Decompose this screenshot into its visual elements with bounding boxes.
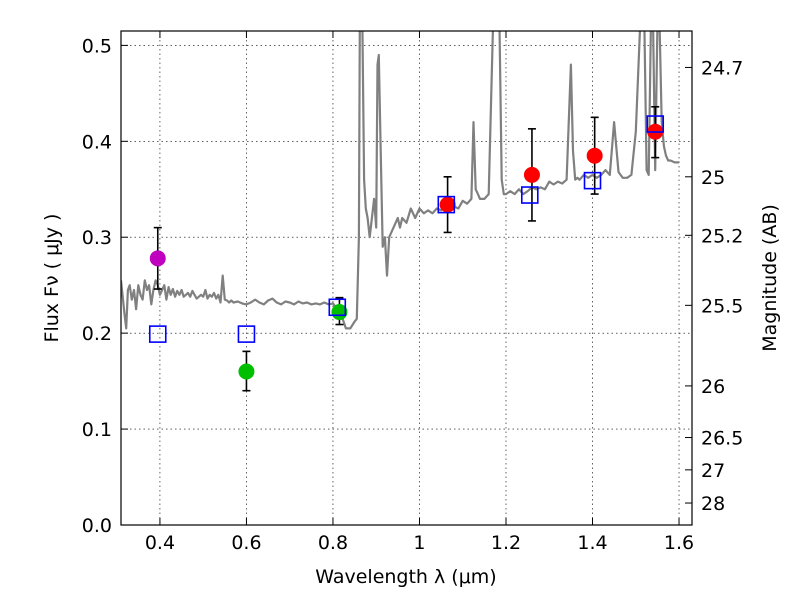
right-tick-label: 25.2 [701, 225, 743, 247]
observed-point [523, 166, 540, 183]
right-tick-label: 24.7 [701, 57, 743, 79]
observed-point [149, 250, 166, 267]
y-tick-label: 0.2 [82, 323, 112, 345]
model-spectrum-line [121, 31, 679, 330]
plot-background [121, 31, 692, 525]
x-axis-ticks: 0.4 0.6 0.8 1 1.2 1.4 1.6 [145, 31, 694, 554]
x-tick-label: 0.6 [231, 532, 261, 554]
right-tick-label: 25 [701, 167, 725, 189]
x-tick-label: 0.4 [145, 532, 175, 554]
y-tick-label: 0.4 [82, 131, 112, 153]
right-tick-label: 26 [701, 376, 725, 398]
plot-frame [120, 30, 693, 526]
right-axis-label: Magnitude (AB) [759, 204, 781, 352]
model-point [237, 325, 256, 343]
right-axis-ticks: 24.7 25 25.2 25.5 26 26.5 27 28 [685, 57, 743, 515]
x-tick-label: 1.6 [664, 532, 694, 554]
model-point [520, 186, 539, 204]
y-tick-label: 0.0 [82, 515, 112, 537]
right-tick-label: 27 [701, 460, 725, 482]
observed-point [586, 147, 603, 164]
y-axis-ticks: 0.0 0.1 0.2 0.3 0.4 0.5 [82, 35, 128, 537]
model-points [148, 115, 665, 343]
x-tick-label: 1.4 [577, 532, 607, 554]
model-point [437, 195, 456, 214]
observed-point [439, 196, 456, 213]
x-tick-label: 0.8 [318, 532, 348, 554]
model-point [148, 325, 167, 343]
x-tick-label: 1 [413, 532, 425, 554]
observed-point [238, 363, 255, 380]
model-point [328, 298, 347, 317]
right-tick-label: 28 [701, 493, 725, 515]
y-axis-label: Flux Fν ( μJy ) [41, 214, 63, 343]
y-tick-label: 0.1 [82, 419, 112, 441]
y-tick-label: 0.3 [82, 227, 112, 249]
model-point [583, 171, 602, 190]
x-axis-label: Wavelength λ (μm) [315, 566, 496, 588]
right-tick-label: 25.5 [701, 295, 743, 317]
model-point [646, 115, 665, 133]
error-bars [153, 105, 660, 392]
y-tick-label: 0.5 [82, 35, 112, 57]
x-tick-label: 1.2 [491, 532, 521, 554]
right-tick-label: 26.5 [701, 428, 743, 450]
